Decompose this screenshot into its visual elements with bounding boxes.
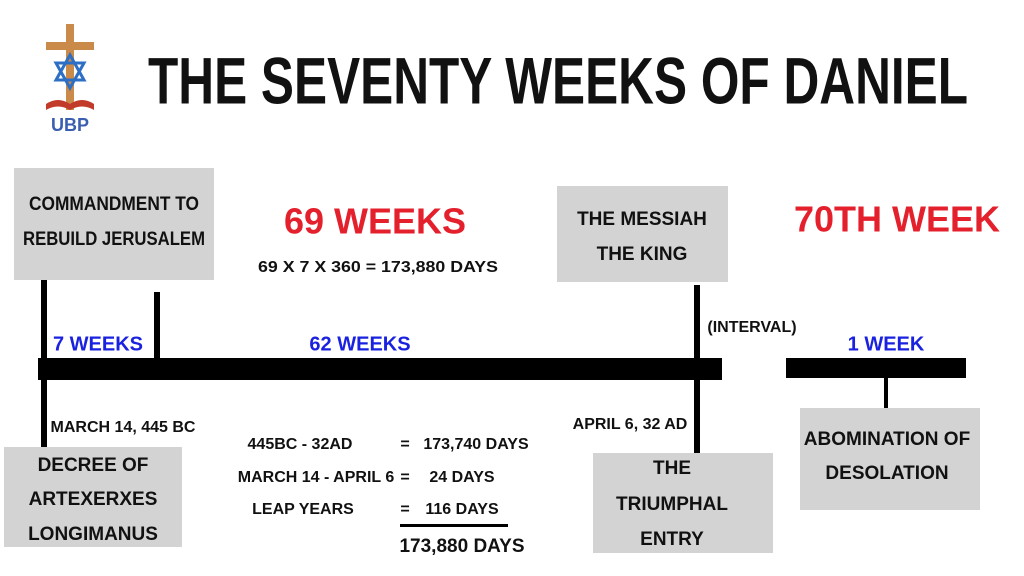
cross-horizontal (46, 42, 94, 50)
connector (154, 292, 160, 358)
sum-line (400, 524, 508, 527)
box-line: ENTRY (640, 529, 704, 550)
box-line: THE (653, 458, 691, 479)
calc-value: 173,740 DAYS (423, 436, 529, 453)
connector (884, 378, 888, 408)
date: MARCH 14, 445 BC (51, 419, 196, 436)
logo-text: UBP (51, 115, 89, 135)
box-line: COMMANDMENT TO (29, 194, 199, 215)
cross-vertical (66, 24, 74, 110)
box-line: THE KING (597, 244, 688, 265)
box-line: REBUILD JERUSALEM (23, 229, 205, 250)
heading: 70TH WEEK (794, 199, 1000, 240)
timeline-bar (786, 358, 966, 378)
interval-label: (INTERVAL) (707, 319, 796, 336)
abomination-box (800, 408, 980, 510)
box-line: TRIUMPHAL (616, 494, 728, 515)
title: THE SEVENTY WEEKS OF DANIEL (148, 43, 968, 117)
box-line: LONGIMANUS (28, 524, 158, 545)
calc-equals: = (400, 436, 409, 453)
star-up (53, 51, 87, 82)
date: APRIL 6, 32 AD (573, 416, 688, 433)
heading: 69 WEEKS (284, 201, 466, 242)
commandment-box (14, 168, 214, 280)
calc-value: 116 DAYS (425, 501, 499, 518)
triumphal-box (593, 453, 773, 553)
connector (694, 285, 700, 460)
segment-label: 62 WEEKS (309, 333, 410, 355)
connector (41, 280, 47, 448)
box-line: ARTEXERXES (29, 489, 158, 510)
calc-equals: = (400, 501, 409, 518)
box-line: DECREE OF (38, 455, 149, 476)
messiah-box (557, 186, 728, 282)
decree-box (4, 447, 182, 547)
calc-label: LEAP YEARS (252, 501, 354, 518)
calc-total: 173,880 DAYS (399, 536, 524, 557)
box-line: THE MESSIAH (577, 209, 707, 230)
box-line: ABOMINATION OF (804, 429, 970, 450)
calc-label: 445BC - 32AD (248, 436, 353, 453)
calc-value: 24 DAYS (429, 469, 495, 486)
calc-label: MARCH 14 - APRIL 6 (238, 469, 395, 486)
calculation: 445BC - 32AD = 173,740 DAYS MARCH 14 - A… (238, 436, 529, 557)
box-line: DESOLATION (825, 463, 948, 484)
segment-label: 1 WEEK (848, 333, 925, 355)
timeline-bar (38, 358, 722, 380)
logo: UBP (46, 24, 94, 135)
segment-label: 7 WEEKS (53, 333, 143, 355)
calc-equals: = (400, 469, 409, 486)
book (46, 100, 94, 110)
star-down (53, 61, 87, 92)
formula: 69 X 7 X 360 = 173,880 DAYS (258, 259, 498, 276)
